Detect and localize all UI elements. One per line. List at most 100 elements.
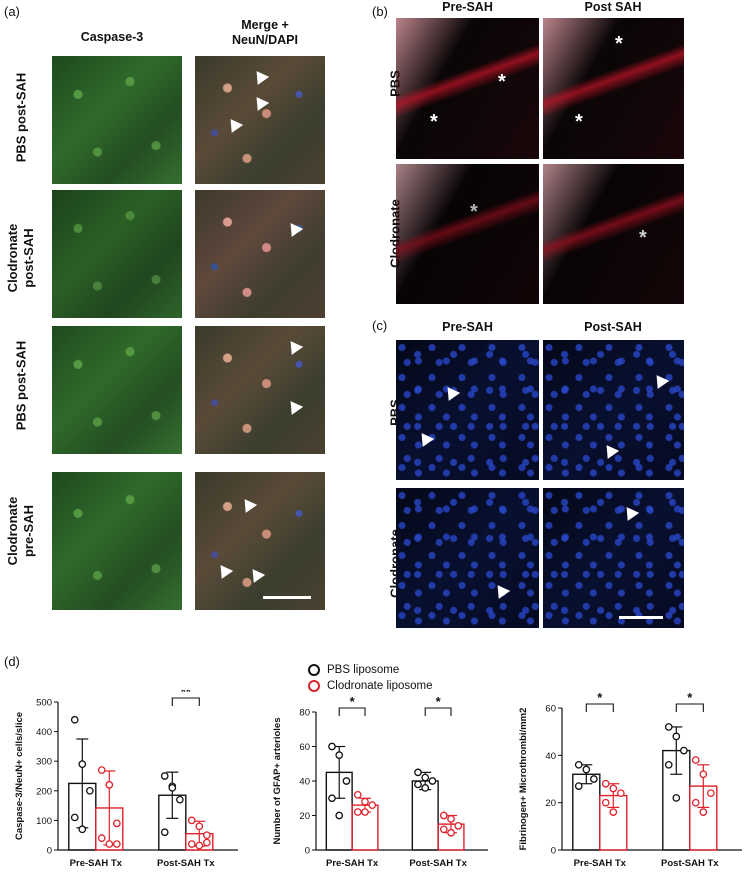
data-point — [78, 760, 87, 769]
data-point — [609, 784, 618, 793]
data-point — [439, 811, 448, 820]
data-point — [328, 794, 336, 803]
chart-gfap: 0 20 40 60 80 Number of GFAP+ arterioles Pre-S… — [272, 694, 488, 869]
y-axis-label: Fibrinogen+ Microthrombi/mm2 — [518, 708, 529, 851]
significance-label: * — [350, 694, 356, 709]
panel-a-merge-row3 — [195, 326, 325, 454]
panel-a-caspase-row1 — [52, 56, 182, 184]
significance-bracket — [338, 707, 366, 716]
legend-item-clodronate: Clodronate liposome — [308, 678, 432, 694]
panel-a-row2-line2: post-SAH — [21, 228, 36, 288]
panel-c-clod-pre — [396, 488, 539, 628]
data-point — [195, 822, 204, 831]
y-tick-label: 0 — [551, 846, 556, 857]
data-point — [187, 816, 196, 825]
arrowhead-icon — [250, 93, 270, 111]
x-tick-label: Pre-SAH Tx — [326, 858, 379, 869]
y-axis-label: Caspase-3/NeuN+ cells/slice — [14, 712, 25, 840]
y-tick-label: 20 — [545, 798, 556, 809]
data-point — [601, 798, 610, 807]
data-point — [342, 777, 351, 785]
data-point — [691, 756, 700, 764]
panel-a-merge-row2 — [195, 190, 325, 318]
data-point — [361, 808, 369, 816]
panel-a-caspase-row2 — [52, 190, 182, 318]
asterisk-marker: * — [575, 111, 583, 133]
data-point — [203, 831, 211, 840]
panel-a-row1-text: PBS post-SAH — [13, 72, 29, 163]
legend-marker-clodronate — [308, 680, 320, 692]
data-point — [699, 770, 708, 779]
y-tick-label: 0 — [305, 846, 310, 857]
data-point — [113, 819, 121, 828]
data-point — [699, 808, 708, 816]
data-point — [368, 801, 377, 810]
y-tick-label: 80 — [299, 708, 310, 719]
y-tick-label: 60 — [545, 704, 556, 715]
legend-label-pbs: PBS liposome — [327, 664, 400, 676]
panel-a-caspase-row4 — [52, 472, 182, 610]
data-point — [97, 834, 106, 843]
arrowhead-icon — [415, 429, 435, 447]
data-point — [105, 840, 114, 848]
arrowhead-icon — [650, 371, 670, 389]
arrowhead-icon — [238, 495, 258, 513]
arrowhead-icon — [491, 581, 511, 599]
x-tick-label: Post-SAH Tx — [661, 858, 719, 869]
data-point — [617, 789, 625, 798]
data-point — [105, 781, 114, 789]
data-point — [447, 815, 455, 823]
legend: PBS liposome Clodronate liposome — [308, 662, 432, 694]
arrowhead-icon — [620, 503, 640, 521]
arrowhead-icon — [284, 397, 304, 415]
data-point — [160, 828, 169, 837]
data-point — [361, 797, 369, 806]
panel-c-col1-header: Pre-SAH — [442, 320, 493, 334]
panel-a-col1-header: Caspase-3 — [80, 30, 144, 44]
data-point — [414, 780, 422, 789]
x-tick-label: Post-SAH Tx — [157, 858, 215, 869]
data-point — [335, 811, 344, 820]
y-tick-label: 40 — [299, 777, 310, 788]
panel-b-label: (b) — [372, 4, 388, 19]
arrowhead-icon — [250, 67, 270, 85]
chart-caspase3: 0 100 200 300 400 500 Caspase-3/NeuN+ cells/sl… — [14, 690, 238, 869]
significance-label: * — [436, 694, 442, 709]
arrowhead-icon — [284, 219, 304, 237]
panel-a-row4-block: Clodronate pre-SAH — [5, 476, 37, 586]
panel-b-pbs-post: * * — [543, 18, 684, 159]
data-point — [97, 766, 106, 774]
y-tick-label: 400 — [36, 727, 52, 738]
panel-b-col1-header: Pre-SAH — [442, 0, 493, 14]
panel-b-clod-post: * — [543, 164, 684, 304]
significance-label: * — [687, 690, 693, 705]
panel-c-pbs-pre — [396, 340, 539, 480]
data-point — [574, 782, 583, 790]
y-tick-label: 300 — [36, 757, 52, 768]
data-point — [160, 772, 169, 780]
panel-b-pbs-pre: * * — [396, 18, 539, 159]
asterisk-marker: * — [430, 111, 438, 133]
x-tick-label: Pre-SAH Tx — [574, 858, 627, 869]
panel-a-merge-row1 — [195, 56, 325, 184]
y-tick-label: 40 — [545, 751, 556, 762]
data-point — [454, 822, 463, 830]
scale-bar — [263, 596, 311, 599]
data-point — [672, 732, 681, 741]
data-point — [680, 746, 688, 755]
data-point — [601, 779, 610, 788]
data-point — [428, 777, 437, 785]
panel-a-row4-line1: Clodronate — [5, 496, 20, 566]
data-point — [195, 841, 204, 850]
panel-b-col2-header: Post SAH — [584, 0, 642, 14]
data-point — [168, 783, 177, 792]
legend-label-clodronate: Clodronate liposome — [327, 680, 433, 692]
significance-bracket — [675, 703, 704, 712]
panel-a-col2-line2: NeuN/DAPI — [232, 33, 298, 47]
panel-c-label: (c) — [372, 318, 388, 333]
data-point — [328, 742, 336, 751]
data-point — [86, 786, 94, 795]
data-point — [439, 825, 448, 834]
data-point — [421, 773, 430, 782]
panel-c-col2-header: Post-SAH — [584, 320, 642, 334]
